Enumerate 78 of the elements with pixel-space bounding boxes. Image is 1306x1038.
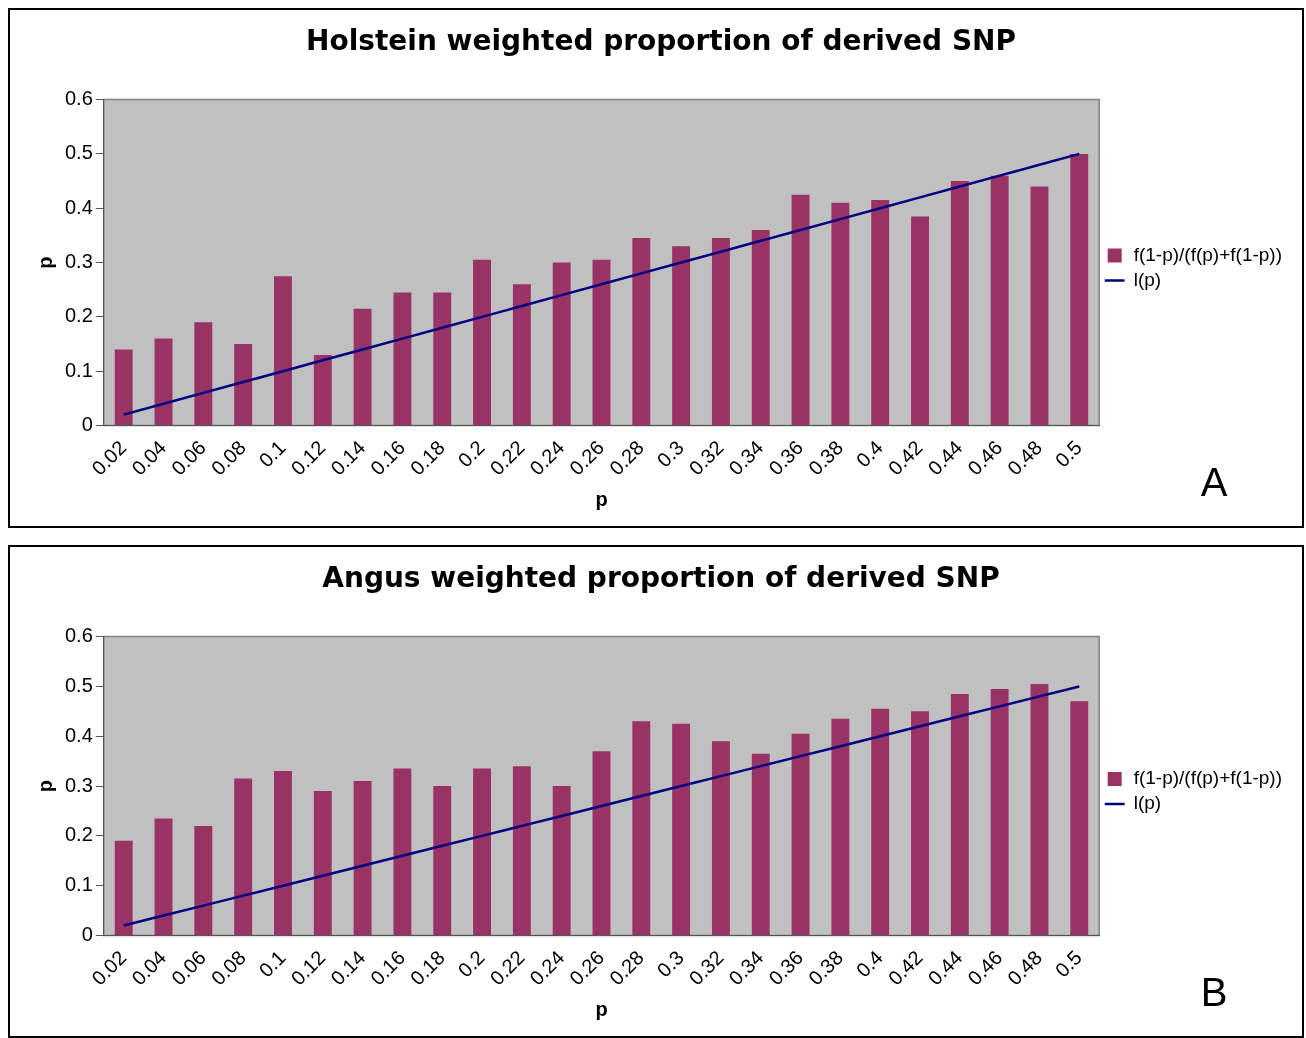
bar [194, 825, 213, 936]
bar [512, 284, 531, 426]
y-tick-label: 0.2 [64, 823, 93, 846]
bar [791, 194, 810, 426]
bar [950, 181, 969, 426]
y-tick-label: 0.3 [64, 773, 93, 796]
chart-title: Angus weighted proportion of derived SNP [322, 561, 1000, 595]
bar [234, 778, 253, 936]
bar [711, 741, 730, 936]
bar [751, 229, 770, 426]
y-tick-label: 0.6 [64, 87, 93, 110]
y-tick-label: 0.5 [64, 673, 93, 696]
bar [1030, 683, 1049, 936]
x-tick-label: 0.5 [1050, 946, 1086, 982]
y-tick-label: 0 [81, 413, 93, 436]
legend-label: l(p) [1133, 792, 1162, 814]
y-tick-label: 0.1 [64, 873, 93, 896]
y-tick-label: 0 [81, 923, 93, 946]
bar [672, 723, 691, 936]
bar [353, 781, 372, 936]
bar [711, 238, 730, 426]
text: B [1200, 970, 1228, 1014]
bar [831, 202, 850, 426]
y-tick-label: 0.6 [64, 624, 93, 647]
bar [274, 771, 292, 936]
x-tick-label: 0.5 [1050, 436, 1086, 472]
bar [592, 751, 611, 936]
legend-label: f(1-p)/(f(p)+f(1-p)) [1133, 243, 1283, 265]
bar [473, 259, 492, 426]
bar [154, 338, 173, 426]
legend-label: f(1-p)/(f(p)+f(1-p)) [1133, 767, 1283, 789]
bar [433, 786, 452, 936]
bar [990, 688, 1009, 936]
bar [911, 711, 929, 936]
bar [871, 200, 890, 426]
bar [871, 708, 890, 936]
text: A [1200, 460, 1228, 504]
y-axis-title: p [33, 779, 56, 793]
bar [1070, 701, 1089, 936]
bar [473, 768, 492, 936]
bar [592, 259, 611, 426]
bar [114, 840, 133, 936]
bar [672, 246, 691, 426]
bar [552, 262, 571, 426]
bar [234, 344, 253, 426]
bar [1070, 153, 1089, 426]
y-tick-label: 0.2 [64, 304, 93, 327]
legend-label: l(p) [1133, 268, 1162, 290]
bar [632, 238, 651, 426]
y-tick-label: 0.1 [64, 358, 93, 381]
bar [353, 308, 372, 426]
bar [433, 292, 452, 426]
bar [313, 791, 332, 936]
bar [831, 718, 850, 936]
y-tick-label: 0.5 [64, 141, 93, 164]
bar [313, 354, 332, 426]
bar [194, 322, 213, 426]
y-tick-label: 0.4 [64, 723, 93, 746]
bar [274, 276, 292, 426]
y-axis-title: p [33, 256, 56, 269]
bar [791, 733, 810, 936]
bar [393, 292, 412, 426]
bar [990, 175, 1009, 426]
bar [632, 721, 651, 936]
chart-title: Holstein weighted proportion of derived SNP [305, 24, 1017, 58]
y-tick-label: 0.3 [64, 250, 93, 273]
bar [911, 216, 929, 426]
bar [950, 693, 969, 936]
x-axis-title: p [595, 487, 608, 510]
bar [114, 349, 133, 426]
bar [1030, 186, 1049, 426]
bar [751, 753, 770, 936]
bar [552, 786, 571, 936]
y-tick-label: 0.4 [64, 195, 93, 218]
bar [154, 818, 173, 936]
x-axis-title: p [595, 997, 608, 1020]
bar [512, 766, 531, 936]
bar [393, 768, 412, 936]
